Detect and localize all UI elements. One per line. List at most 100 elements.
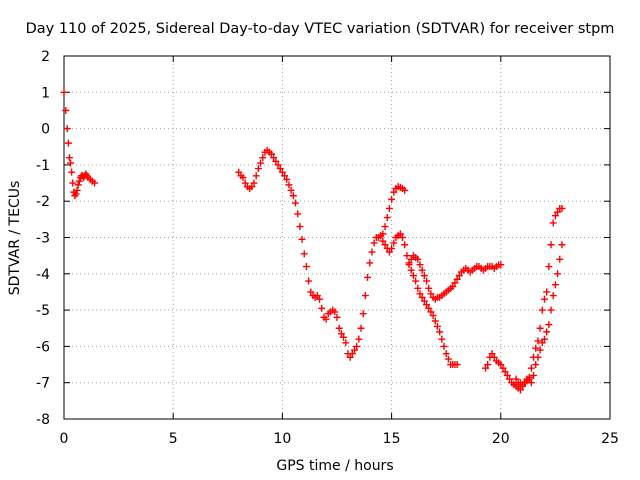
- data-point: [390, 188, 398, 196]
- grid: [64, 56, 610, 419]
- data-point: [333, 313, 341, 321]
- data-point: [383, 214, 391, 222]
- data-point: [331, 308, 339, 316]
- data-point: [558, 204, 566, 212]
- data-point: [322, 315, 330, 323]
- data-point: [259, 154, 267, 162]
- data-point: [298, 235, 306, 243]
- x-tick-labels: 0 5 10 15 20 25: [60, 431, 619, 447]
- data-point: [235, 168, 243, 176]
- data-point: [388, 195, 396, 203]
- data-point: [364, 273, 372, 281]
- data-point: [525, 375, 533, 383]
- data-point: [444, 355, 452, 363]
- data-point: [390, 239, 398, 247]
- data-point: [305, 277, 313, 285]
- data-point: [427, 290, 435, 298]
- data-point: [429, 312, 437, 320]
- data-point: [307, 288, 315, 296]
- data-point: [407, 255, 415, 263]
- data-point: [361, 292, 369, 300]
- data-point: [534, 337, 542, 345]
- data-point: [379, 237, 387, 245]
- data-point: [433, 322, 441, 330]
- data-point: [272, 157, 280, 165]
- data-point: [497, 361, 505, 369]
- data-point: [540, 295, 548, 303]
- data-point: [490, 353, 498, 361]
- data-point: [239, 174, 247, 182]
- data-point: [60, 88, 68, 96]
- data-series: [60, 88, 566, 394]
- data-point: [285, 181, 293, 189]
- data-point: [556, 255, 564, 263]
- y-tick-label: -8: [36, 412, 50, 428]
- data-point: [551, 281, 559, 289]
- data-point: [294, 210, 302, 218]
- data-point: [521, 379, 529, 387]
- y-tick-label: -3: [36, 231, 50, 247]
- data-point: [418, 293, 426, 301]
- data-point: [313, 292, 321, 300]
- data-point: [74, 181, 82, 189]
- data-point: [503, 371, 511, 379]
- data-point: [451, 279, 459, 287]
- data-point: [348, 350, 356, 358]
- y-tick-label: -1: [36, 158, 50, 174]
- data-point: [554, 270, 562, 278]
- data-point: [543, 328, 551, 336]
- data-point: [67, 159, 75, 167]
- data-point: [75, 177, 83, 185]
- data-point: [545, 321, 553, 329]
- data-point: [300, 250, 308, 258]
- plot-frame: [63, 55, 611, 420]
- data-point: [512, 375, 520, 383]
- y-axis-label: SDTVAR / TECUs: [7, 181, 23, 296]
- data-point: [64, 139, 72, 147]
- data-point: [357, 324, 365, 332]
- data-point: [527, 379, 535, 387]
- data-point: [335, 324, 343, 332]
- data-point: [414, 255, 422, 263]
- x-tick-label: 20: [492, 431, 510, 447]
- data-point: [412, 277, 420, 285]
- data-point: [453, 361, 461, 369]
- chart-title: Day 110 of 2025, Sidereal Day-to-day VTE…: [26, 21, 615, 37]
- data-point: [407, 266, 415, 274]
- data-point: [536, 346, 544, 354]
- data-point: [534, 353, 542, 361]
- data-point: [431, 317, 439, 325]
- data-point: [527, 364, 535, 372]
- data-point: [381, 223, 389, 231]
- data-point: [543, 288, 551, 296]
- data-point: [484, 361, 492, 369]
- data-point: [289, 192, 297, 200]
- data-point: [385, 248, 393, 256]
- data-point: [368, 248, 376, 256]
- x-tick-label: 0: [60, 431, 69, 447]
- data-point: [302, 263, 310, 271]
- data-point: [440, 342, 448, 350]
- y-tick-label: -4: [36, 267, 50, 283]
- data-point: [69, 179, 77, 187]
- data-point: [547, 306, 555, 314]
- y-tick-label: -6: [36, 339, 50, 355]
- data-point: [359, 310, 367, 318]
- data-point: [340, 333, 348, 341]
- data-point: [401, 241, 409, 249]
- x-axis-label: GPS time / hours: [276, 458, 393, 474]
- data-point: [274, 161, 282, 169]
- data-point: [316, 295, 324, 303]
- data-point: [497, 261, 505, 269]
- data-point: [558, 241, 566, 249]
- data-point: [248, 183, 256, 191]
- data-point: [538, 306, 546, 314]
- data-point: [63, 125, 71, 133]
- data-point: [355, 335, 363, 343]
- data-point: [536, 324, 544, 332]
- data-point: [366, 259, 374, 267]
- data-point: [379, 230, 387, 238]
- data-point: [547, 241, 555, 249]
- data-point: [425, 284, 433, 292]
